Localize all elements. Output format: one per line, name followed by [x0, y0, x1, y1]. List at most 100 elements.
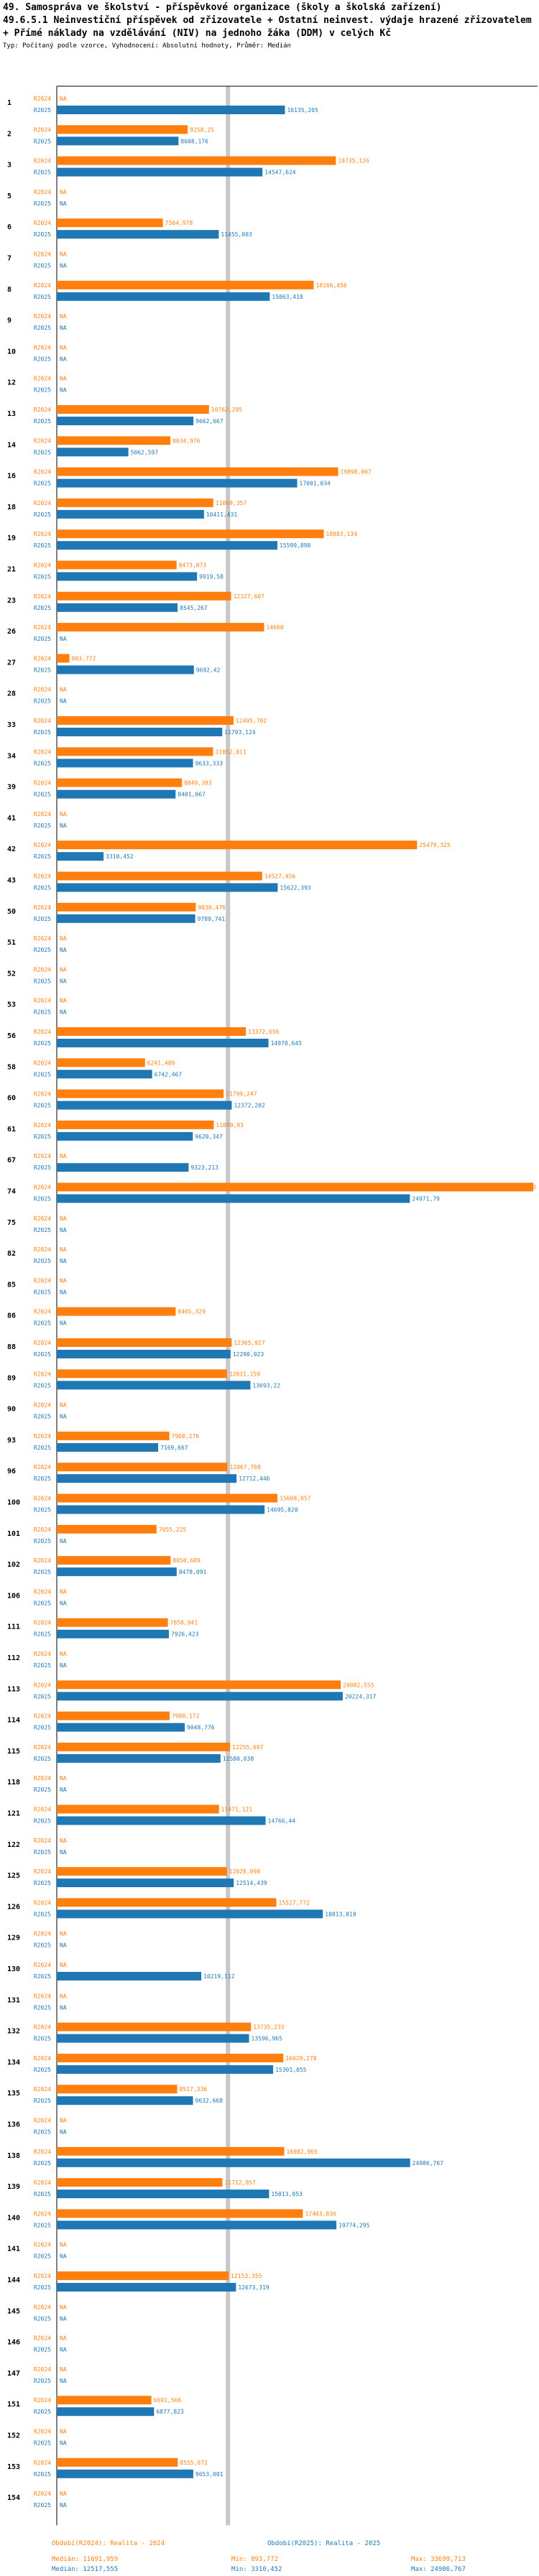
na-label: NA	[60, 96, 67, 102]
series-label-r2025: R2025	[34, 356, 51, 362]
category-label: 58	[7, 1063, 16, 1071]
series-label-r2025: R2025	[34, 511, 51, 518]
series-label-r2024: R2024	[34, 749, 51, 755]
bar-r2025	[57, 603, 178, 612]
data-label: 12255,697	[232, 1744, 264, 1751]
bar-r2025	[57, 1816, 266, 1825]
na-label: NA	[60, 2502, 67, 2508]
series-label-r2025: R2025	[34, 823, 51, 829]
na-label: NA	[60, 387, 67, 394]
bar-r2024	[57, 1680, 341, 1690]
series-label-r2024: R2024	[34, 1962, 51, 1968]
series-label-r2024: R2024	[34, 531, 51, 537]
data-label: 18883,134	[326, 531, 358, 537]
series-label-r2025: R2025	[34, 1569, 51, 1575]
series-label-r2024: R2024	[34, 1713, 51, 1720]
category-label: 1	[7, 99, 11, 107]
data-label: 10219,112	[203, 1973, 235, 1980]
data-label: 15599,898	[280, 542, 311, 549]
bar-r2024	[57, 1120, 214, 1129]
series-label-r2024: R2024	[34, 2149, 51, 2155]
series-label-r2025: R2025	[34, 138, 51, 144]
series-label-r2025: R2025	[34, 107, 51, 113]
bar-r2025	[57, 106, 285, 114]
data-label: 14660	[266, 624, 283, 631]
bar-r2024	[57, 1463, 228, 1472]
data-label: 11471,121	[221, 1807, 253, 1813]
series-label-r2024: R2024	[34, 1651, 51, 1657]
series-label-r2025: R2025	[34, 2502, 51, 2508]
category-label: 122	[7, 1841, 20, 1849]
series-label-r2025: R2025	[34, 2160, 51, 2167]
bar-r2024	[57, 2146, 285, 2156]
series-label-r2025: R2025	[34, 1196, 51, 1203]
na-label: NA	[60, 1775, 67, 1782]
category-label: 114	[7, 1717, 20, 1725]
category-label: 141	[7, 2246, 20, 2253]
bar-r2025	[57, 1194, 410, 1203]
data-label: 13372,656	[248, 1029, 280, 1035]
series-label-r2024: R2024	[34, 2491, 51, 2497]
bar-r2024	[57, 1898, 277, 1907]
data-label: 12327,607	[234, 593, 265, 600]
category-label: 90	[7, 1406, 16, 1414]
category-label: 51	[7, 939, 16, 947]
category-label: 145	[7, 2307, 20, 2315]
series-label-r2025: R2025	[34, 1414, 51, 1420]
series-label-r2024: R2024	[34, 251, 51, 258]
data-label: 11052,811	[215, 749, 247, 755]
bar-r2024	[57, 560, 177, 570]
series-label-r2024: R2024	[34, 1185, 51, 1191]
bar-r2025	[57, 572, 198, 581]
na-label: NA	[60, 1787, 67, 1793]
na-label: NA	[60, 2491, 67, 2497]
data-label: 14766,44	[268, 1818, 296, 1825]
data-label: 12712,446	[239, 1475, 270, 1482]
bar-r2024	[57, 840, 418, 850]
series-label-r2024: R2024	[34, 2210, 51, 2217]
series-label-r2024: R2024	[34, 998, 51, 1004]
category-label: 151	[7, 2401, 20, 2409]
series-label-r2025: R2025	[34, 2253, 51, 2260]
series-label-r2024: R2024	[34, 593, 51, 600]
bar-r2025	[57, 1878, 234, 1888]
series-label-r2024: R2024	[34, 158, 51, 165]
bar-r2024	[57, 1338, 232, 1347]
category-label: 52	[7, 970, 16, 978]
data-label: 14970,645	[271, 1040, 303, 1047]
na-label: NA	[60, 251, 67, 258]
category-label: 152	[7, 2432, 20, 2440]
series-label-r2024: R2024	[34, 189, 51, 195]
category-label: 131	[7, 1996, 20, 2004]
series-label-r2025: R2025	[34, 729, 51, 736]
bar-r2024	[57, 1431, 170, 1440]
na-label: NA	[60, 811, 67, 817]
series-label-r2024: R2024	[34, 2335, 51, 2342]
bar-r2025	[57, 1350, 231, 1358]
series-label-r2025: R2025	[34, 2036, 51, 2042]
category-label: 126	[7, 1903, 20, 1911]
bar-r2025	[57, 2065, 274, 2074]
series-label-r2024: R2024	[34, 1807, 51, 1813]
category-label: 53	[7, 1001, 16, 1009]
category-label: 144	[7, 2276, 20, 2284]
data-label: 19774,295	[338, 2222, 370, 2228]
bar-r2025	[57, 728, 223, 736]
bar-r2025	[57, 1692, 343, 1701]
series-label-r2024: R2024	[34, 2242, 51, 2248]
series-label-r2025: R2025	[34, 636, 51, 642]
category-label: 118	[7, 1779, 20, 1787]
bar-r2025	[57, 509, 204, 519]
data-label: 17001,034	[300, 481, 331, 487]
data-label: 14527,456	[264, 874, 296, 880]
series-label-r2024: R2024	[34, 935, 51, 942]
data-label: 9323,213	[190, 1164, 218, 1171]
data-label: 9662,667	[195, 418, 224, 425]
bar-r2024	[57, 498, 213, 507]
data-label: 8401,067	[178, 792, 206, 798]
series-label-r2025: R2025	[34, 574, 51, 580]
category-label: 140	[7, 2214, 20, 2222]
na-label: NA	[60, 1277, 67, 1284]
data-label: 16020,278	[285, 2055, 317, 2062]
category-label: 130	[7, 1965, 20, 1973]
